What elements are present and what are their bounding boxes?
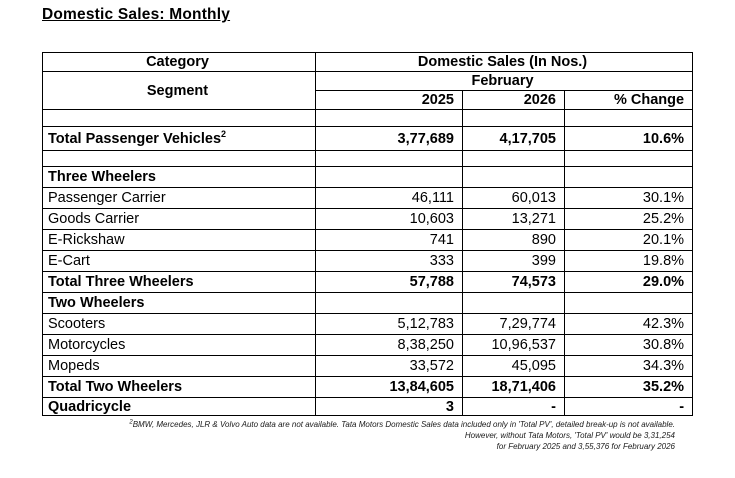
value-change: 10.6%: [563, 126, 694, 151]
page-title: Domestic Sales: Monthly: [42, 6, 231, 23]
value-2025: 57,788: [315, 271, 463, 293]
value-change: 29.0%: [563, 271, 694, 293]
row-e-rickshaw: E-Rickshaw 741 890 20.1%: [42, 229, 694, 251]
row-label: Goods Carrier: [42, 208, 316, 230]
footnote-ref-marker: 2: [221, 128, 227, 139]
empty-cell: [462, 150, 565, 167]
total-pv-label: Total Passenger Vehicles: [48, 130, 222, 147]
header-year-2025: 2025: [315, 90, 463, 110]
empty-cell: [315, 109, 463, 127]
empty-cell: [563, 166, 694, 188]
value-change: 25.2%: [563, 208, 694, 230]
value-2026: 45,095: [462, 355, 565, 377]
footnote-line-1: 2BMW, Mercedes, JLR & Volvo Auto data ar…: [42, 419, 675, 430]
empty-cell: [563, 150, 694, 167]
value-2026: 890: [462, 229, 565, 251]
section-label: Two Wheelers: [42, 292, 316, 314]
value-change: 20.1%: [563, 229, 694, 251]
value-change: 19.8%: [563, 250, 694, 272]
header-category: Category: [42, 52, 316, 72]
table-header-row-1: Category Domestic Sales (In Nos.): [42, 52, 694, 72]
value-2025: 741: [315, 229, 463, 251]
row-label: Total Three Wheelers: [42, 271, 316, 293]
empty-cell: [563, 292, 694, 314]
value-2025: 3: [315, 397, 463, 416]
row-quadricycle: Quadricycle 3 - -: [42, 397, 694, 416]
empty-cell: [42, 109, 316, 127]
section-label: Three Wheelers: [42, 166, 316, 188]
row-label: Total Passenger Vehicles2: [42, 126, 316, 151]
row-total-three-wheelers: Total Three Wheelers 57,788 74,573 29.0%: [42, 271, 694, 293]
row-label: Mopeds: [42, 355, 316, 377]
value-2025: 3,77,689: [315, 126, 463, 151]
value-change: 30.8%: [563, 334, 694, 356]
value-2026: 74,573: [462, 271, 565, 293]
row-label: Motorcycles: [42, 334, 316, 356]
value-2025: 333: [315, 250, 463, 272]
row-label: Passenger Carrier: [42, 187, 316, 209]
empty-cell: [42, 150, 316, 167]
value-2026: -: [462, 397, 565, 416]
value-change: 34.3%: [563, 355, 694, 377]
value-2026: 7,29,774: [462, 313, 565, 335]
empty-cell: [462, 109, 565, 127]
table-header-row-2: Segment February: [42, 71, 694, 110]
row-total-two-wheelers: Total Two Wheelers 13,84,605 18,71,406 3…: [42, 376, 694, 398]
row-total-passenger-vehicles: Total Passenger Vehicles2 3,77,689 4,17,…: [42, 126, 694, 151]
empty-cell: [315, 150, 463, 167]
section-row-three-wheelers: Three Wheelers: [42, 166, 694, 188]
empty-cell: [315, 166, 463, 188]
value-change: 35.2%: [563, 376, 694, 398]
value-2025: 13,84,605: [315, 376, 463, 398]
value-2026: 18,71,406: [462, 376, 565, 398]
value-2025: 46,111: [315, 187, 463, 209]
row-e-cart: E-Cart 333 399 19.8%: [42, 250, 694, 272]
header-month: February: [314, 71, 694, 91]
spacer-row: [42, 150, 694, 167]
document: Domestic Sales: Monthly Category Domesti…: [42, 6, 694, 452]
value-2026: 399: [462, 250, 565, 272]
value-2025: 5,12,783: [315, 313, 463, 335]
value-2026: 60,013: [462, 187, 565, 209]
row-scooters: Scooters 5,12,783 7,29,774 42.3%: [42, 313, 694, 335]
value-2026: 4,17,705: [462, 126, 565, 151]
row-motorcycles: Motorcycles 8,38,250 10,96,537 30.8%: [42, 334, 694, 356]
header-pct-change: % Change: [563, 90, 694, 110]
row-mopeds: Mopeds 33,572 45,095 34.3%: [42, 355, 694, 377]
empty-cell: [563, 109, 694, 127]
header-domestic-sales: Domestic Sales (In Nos.): [314, 52, 694, 72]
row-label: E-Cart: [42, 250, 316, 272]
footnote-line-3: for February 2025 and 3,55,376 for Febru…: [496, 442, 675, 451]
value-change: 30.1%: [563, 187, 694, 209]
empty-cell: [315, 292, 463, 314]
row-label: E-Rickshaw: [42, 229, 316, 251]
row-label: Quadricycle: [42, 397, 316, 416]
value-2025: 10,603: [315, 208, 463, 230]
footnote-line-2: However, without Tata Motors, 'Total PV'…: [464, 431, 675, 440]
footnote: 2BMW, Mercedes, JLR & Volvo Auto data ar…: [42, 419, 692, 452]
empty-cell: [462, 292, 565, 314]
value-2026: 10,96,537: [462, 334, 565, 356]
value-2025: 8,38,250: [315, 334, 463, 356]
value-change: -: [563, 397, 694, 416]
row-label: Scooters: [42, 313, 316, 335]
section-row-two-wheelers: Two Wheelers: [42, 292, 694, 314]
row-label: Total Two Wheelers: [42, 376, 316, 398]
footnote-text: BMW, Mercedes, JLR & Volvo Auto data are…: [132, 420, 675, 429]
footnote-ref-marker: 2: [129, 419, 133, 426]
spacer-row: [42, 109, 694, 127]
header-segment: Segment: [42, 71, 316, 110]
value-change: 42.3%: [563, 313, 694, 335]
row-goods-carrier: Goods Carrier 10,603 13,271 25.2%: [42, 208, 694, 230]
header-year-2026: 2026: [462, 90, 565, 110]
value-2025: 33,572: [315, 355, 463, 377]
domestic-sales-table: Category Domestic Sales (In Nos.) Segmen…: [42, 52, 694, 416]
value-2026: 13,271: [462, 208, 565, 230]
empty-cell: [462, 166, 565, 188]
row-passenger-carrier: Passenger Carrier 46,111 60,013 30.1%: [42, 187, 694, 209]
